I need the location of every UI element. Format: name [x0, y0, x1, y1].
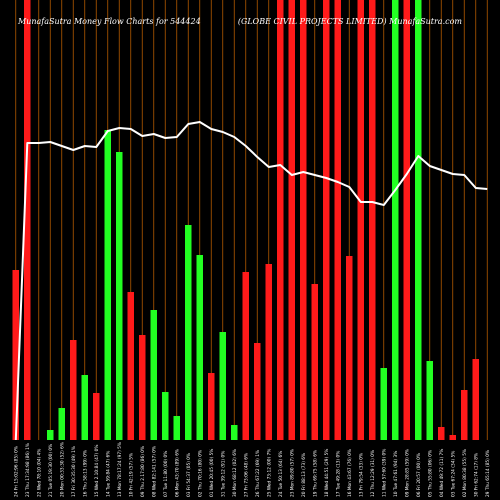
money-flow-bar	[208, 373, 215, 440]
money-flow-bar	[81, 375, 88, 440]
money-flow-bar	[300, 0, 307, 440]
money-flow-bar	[403, 0, 410, 440]
x-tick-label: 25 Wed 73:12 (00) 7%	[266, 449, 272, 497]
x-tick-label: 14 Tue 59:84 (47) 6%	[105, 451, 111, 497]
money-flow-bar	[449, 435, 456, 440]
x-tick-label: 17 Tue 49:28 (13) 0%	[335, 451, 341, 497]
x-tick-label: 24 Fri 15:02:96 (85) 0%	[13, 446, 19, 497]
money-flow-bar	[254, 343, 261, 440]
money-flow-bar	[323, 0, 330, 440]
x-tick-label: 16 Thu 58:13 (99) 0%	[82, 450, 88, 497]
chart-title-right: (GLOBE CIVIL PROJECTS LIMITED) MunafaSut…	[238, 17, 463, 26]
x-tick-label: 13 Mon 78:17:24 (97) 5%	[117, 442, 123, 497]
money-flow-bar	[116, 152, 123, 440]
x-tick-label: 27 Fri 73:06 (48) 6%	[243, 453, 249, 497]
x-tick-label: 01 Wed 20:45 (00) 5%	[209, 449, 215, 497]
x-tick-label: 21 Tue 05:19:30 (00) 0%	[48, 444, 54, 497]
x-tick-label: 20 Fri 88:13 (73) 6%	[301, 453, 307, 497]
x-tick-label: 31 Tue 39:12 (91) 0%	[220, 451, 226, 497]
x-tick-label: 09 Thu 2.17:80 (86) 0%	[140, 446, 146, 497]
x-tick-label: 19 Thu 69:75 (58) 6%	[312, 450, 318, 497]
x-tick-label: 24 Tue 50:13 (64) 6%	[278, 451, 284, 497]
x-tick-label: 17 Fri 30:35:30 (49) 1%	[71, 446, 77, 497]
x-tick-label: 18 Wed 44:51 (29) 5%	[324, 449, 330, 497]
x-tick-label: 07 Tue 11:80 (00) 0%	[163, 451, 169, 497]
x-tick-label: 05 Thu 55:80 (06) 0%	[427, 450, 433, 497]
money-flow-bar	[288, 0, 295, 440]
x-tick-label: 23 Thu 17:34:98 (86) 1%	[25, 443, 31, 497]
x-tick-label: 06 Mon 43:70 (89) 6%	[174, 449, 180, 497]
money-flow-bar	[47, 430, 54, 440]
x-tick-label: 09 Mon 28:85 (59) 0%	[404, 449, 410, 497]
money-flow-bar	[219, 332, 226, 440]
money-flow-bar	[472, 359, 479, 440]
money-flow-bar	[127, 292, 134, 440]
chart-title-left: MunafaSutra Money Flow Charts for 544424	[17, 17, 201, 26]
x-tick-label: 02 Thu 70:16 (80) 0%	[197, 450, 203, 497]
money-flow-bars	[12, 0, 479, 440]
price-line-layer	[14, 121, 488, 441]
x-tick-label: 13 Fri 79:54 (33) 0%	[358, 453, 364, 497]
money-flow-bar	[277, 0, 284, 440]
money-flow-bar	[185, 225, 192, 440]
x-tick-label: 29 Thu 65:14 (85) 0%	[485, 450, 491, 497]
x-tick-label: 20 Mon 00:33:30 (52) 6%	[59, 442, 65, 497]
x-tick-label: 10 Tue 47:61 (94) 3%	[393, 451, 399, 497]
money-flow-bar	[461, 390, 468, 440]
money-flow-bar	[70, 340, 77, 440]
x-tick-label: 08 Wed 82:141 (57) 0%	[151, 446, 157, 497]
money-flow-bar	[162, 392, 169, 440]
x-tick-label: 10 Fri 42:19 (57) 5%	[128, 453, 134, 497]
money-flow-bar	[104, 130, 111, 440]
x-tick-label: 03 Tue 67:24 (34) 5%	[450, 451, 456, 497]
x-tick-label: 22 Wed 78:10 (04) 4%	[36, 449, 42, 497]
x-tick-label: 06 Fri 20:57 (00) 0%	[416, 453, 422, 497]
price-line	[14, 121, 488, 441]
x-tick-label: 30 Mon 68:12 (02) 6%	[232, 449, 238, 497]
money-flow-bar	[173, 416, 180, 440]
money-flow-bar	[369, 0, 376, 440]
money-flow-bar	[311, 284, 318, 440]
x-tick-label: 23 Mon 89:80 (57) 0%	[289, 449, 295, 497]
x-tick-label: 15 Wed 2.10:84 (47) 0%	[94, 445, 100, 497]
money-flow-bar	[438, 427, 445, 440]
x-tick-label: 02 Mon 80:38 (55) 5%	[462, 449, 468, 497]
x-axis-tick-labels: 24 Fri 15:02:96 (85) 0% 23 Thu 17:34:98 (…	[13, 442, 491, 497]
money-flow-bar	[415, 0, 422, 440]
x-tick-label: 30 Fri 62:74 (17) 8%	[473, 453, 479, 497]
x-tick-label: 03 Fri 54:37 (05) 0%	[186, 453, 192, 497]
x-tick-label: 04 Wed 49:72 (11) 7%	[439, 449, 445, 497]
money-flow-bar	[242, 272, 249, 440]
x-tick-label: 16 Mon 43:67 (76) 0%	[347, 449, 353, 497]
money-flow-bar	[426, 361, 433, 440]
money-flow-bar	[346, 256, 353, 440]
x-tick-label: 11 Wed 57:60 (39) 0%	[381, 449, 387, 497]
money-flow-bar	[139, 335, 146, 440]
money-flow-bar	[58, 408, 65, 440]
money-flow-bar	[334, 0, 341, 440]
money-flow-bar	[93, 393, 100, 440]
money-flow-bar	[380, 368, 387, 440]
x-tick-label: 12 Thu 12:29 (31) 0%	[370, 450, 376, 497]
money-flow-bar	[231, 425, 238, 440]
money-flow-bar	[392, 0, 399, 440]
money-flow-bar	[357, 0, 364, 440]
money-flow-bar	[196, 255, 203, 440]
money-flow-bar	[150, 310, 157, 440]
x-tick-label: 26 Thu 67:22 (69) 1%	[255, 450, 261, 497]
money-flow-bar	[265, 264, 272, 440]
money-flow-bar	[24, 0, 31, 440]
money-flow-bar	[12, 270, 19, 440]
